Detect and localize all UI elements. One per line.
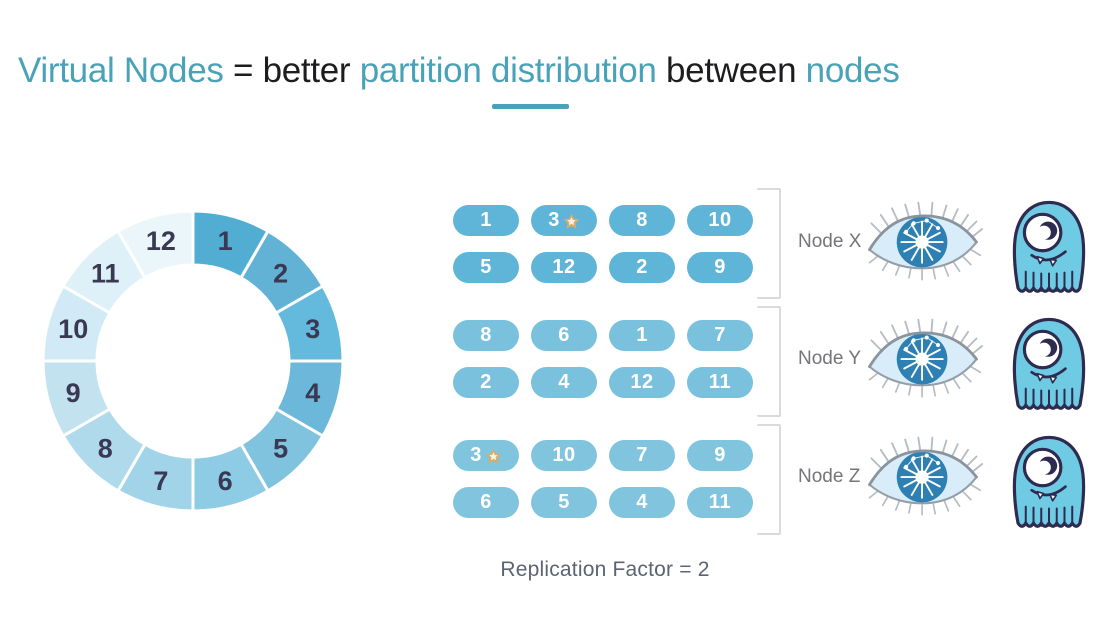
token-pill: 2 — [609, 252, 675, 283]
token-pill: 7 — [609, 440, 675, 471]
node-y-tokens-row-2: 2 4 12 11 — [453, 367, 753, 398]
ring-segment-label: 11 — [91, 258, 120, 288]
token-number: 2 — [480, 371, 492, 393]
token-pill: 5 — [531, 487, 597, 518]
title-segment: partition distribution — [359, 51, 667, 91]
token-number: 12 — [630, 371, 654, 393]
token-pill: 11 — [687, 487, 753, 518]
token-number: 6 — [480, 491, 492, 513]
eye-icon — [868, 436, 984, 516]
node-z-monster-mascot — [1008, 432, 1090, 534]
ring-segment-label: 12 — [146, 226, 176, 256]
node-y-eye-illustration — [862, 317, 984, 405]
monster-icon — [1012, 317, 1086, 410]
token-number: 8 — [636, 209, 648, 231]
node-y-tokens-row-1: 8 6 1 7 — [453, 320, 753, 351]
eye-icon — [868, 201, 984, 281]
token-pill: 9 — [687, 252, 753, 283]
token-number: 9 — [714, 444, 726, 466]
ring-segment-label: 6 — [218, 466, 233, 496]
ring-segment-label: 4 — [305, 378, 320, 408]
token-pill: 7 — [687, 320, 753, 351]
token-number: 3 — [548, 209, 560, 231]
title-segment: Virtual Nodes — [18, 51, 233, 91]
node-z-label: Node Z — [798, 466, 861, 487]
node-z-tokens-row-1: 3 10 7 9 — [453, 440, 753, 471]
token-number: 8 — [480, 324, 492, 346]
token-pill: 5 — [453, 252, 519, 283]
token-number: 10 — [552, 444, 576, 466]
token-pill: 4 — [531, 367, 597, 398]
node-x-monster-mascot — [1008, 197, 1090, 299]
token-number: 10 — [708, 209, 732, 231]
token-pill: 3 — [531, 205, 597, 236]
title-segment: = better — [233, 51, 360, 91]
node-y-monster-mascot — [1008, 314, 1090, 416]
node-x-eye-illustration — [862, 200, 984, 288]
token-pill: 6 — [453, 487, 519, 518]
token-number: 1 — [636, 324, 648, 346]
node-y-label: Node Y — [798, 348, 862, 369]
ring-segment-label: 2 — [273, 258, 288, 288]
ring-segment-label: 9 — [66, 378, 81, 408]
ring-segment-label: 3 — [305, 314, 320, 344]
ring-segment-label: 10 — [58, 314, 88, 344]
token-number: 1 — [480, 209, 492, 231]
node-x-label: Node X — [798, 231, 862, 252]
token-pill: 9 — [687, 440, 753, 471]
ring-segment-label: 5 — [273, 434, 288, 464]
token-pill: 11 — [687, 367, 753, 398]
token-pill: 4 — [609, 487, 675, 518]
token-number: 11 — [708, 371, 732, 393]
token-number: 5 — [558, 491, 570, 513]
node-z-tokens-row-2: 6 5 4 11 — [453, 487, 753, 518]
token-number: 7 — [714, 324, 726, 346]
eye-icon — [868, 318, 984, 398]
token-number: 5 — [480, 256, 492, 278]
page-title: Virtual Nodes = better partition distrib… — [18, 51, 900, 91]
node-x-tokens-row-2: 5 12 2 9 — [453, 252, 753, 283]
token-pill: 8 — [609, 205, 675, 236]
monster-icon — [1012, 435, 1086, 528]
token-number: 3 — [470, 444, 482, 466]
token-number: 4 — [558, 371, 570, 393]
token-pill: 1 — [453, 205, 519, 236]
token-pill: 12 — [609, 367, 675, 398]
ring-segment-label: 7 — [153, 466, 168, 496]
token-pill: 2 — [453, 367, 519, 398]
token-pill: 12 — [531, 252, 597, 283]
node-x-tokens-row-1: 1 3 8 10 — [453, 205, 753, 236]
token-pill: 8 — [453, 320, 519, 351]
token-pill: 3 — [453, 440, 519, 471]
title-underline — [492, 104, 569, 109]
token-number: 2 — [636, 256, 648, 278]
token-pill: 1 — [609, 320, 675, 351]
ring-segment-label: 8 — [98, 434, 113, 464]
token-pill: 6 — [531, 320, 597, 351]
monster-icon — [1012, 200, 1086, 293]
replication-factor-caption: Replication Factor = 2 — [500, 558, 710, 581]
token-number: 9 — [714, 256, 726, 278]
token-number: 11 — [708, 491, 732, 513]
star-icon — [563, 213, 580, 229]
ring-segment-12 — [115, 209, 195, 280]
token-number: 7 — [636, 444, 648, 466]
node-y-bracket — [757, 306, 781, 417]
node-x-bracket — [757, 188, 781, 299]
token-pill: 10 — [687, 205, 753, 236]
token-number: 6 — [558, 324, 570, 346]
token-pill: 10 — [531, 440, 597, 471]
title-segment: between — [666, 51, 806, 91]
title-segment: nodes — [805, 51, 900, 91]
ring-segment-label: 1 — [218, 226, 233, 256]
token-number: 12 — [552, 256, 576, 278]
token-number: 4 — [636, 491, 648, 513]
node-z-bracket — [757, 424, 781, 535]
star-icon — [485, 448, 502, 464]
node-z-eye-illustration — [862, 435, 984, 523]
